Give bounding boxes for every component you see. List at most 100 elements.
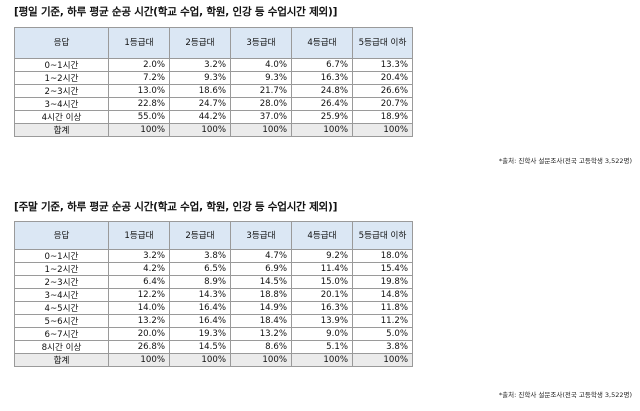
row-label: 4~5시간 <box>14 301 109 315</box>
row-value: 8.9% <box>169 275 231 289</box>
row-label: 5~6시간 <box>14 314 109 328</box>
row-value: 13.2% <box>108 314 170 328</box>
row-value: 18.8% <box>230 288 292 302</box>
row-value: 14.0% <box>108 301 170 315</box>
row-value: 6.4% <box>108 275 170 289</box>
row-value: 9.3% <box>169 71 231 85</box>
row-value: 4.7% <box>230 249 292 263</box>
table-row: 1~2시간 7.2% 9.3% 9.3% 16.3% 20.4% <box>14 71 413 85</box>
row-value: 19.3% <box>169 327 231 341</box>
total-value: 100% <box>352 123 413 137</box>
header-grade-3: 3등급대 <box>230 221 292 250</box>
table-row: 2~3시간 13.0% 18.6% 21.7% 24.8% 26.6% <box>14 84 413 98</box>
table-row: 0~1시간 3.2% 3.8% 4.7% 9.2% 18.0% <box>14 249 413 263</box>
row-value: 18.0% <box>352 249 413 263</box>
header-response: 응답 <box>14 221 109 250</box>
header-grade-4: 4등급대 <box>291 27 353 59</box>
row-value: 55.0% <box>108 110 170 124</box>
row-value: 7.2% <box>108 71 170 85</box>
table-header-row: 응답 1등급대 2등급대 3등급대 4등급대 5등급대 이하 <box>14 27 413 59</box>
header-grade-5-below: 5등급대 이하 <box>352 221 413 250</box>
row-value: 37.0% <box>230 110 292 124</box>
weekday-table-title: [평일 기준, 하루 평균 순공 시간(학교 수업, 학원, 인강 등 수업시간… <box>14 6 338 18</box>
total-row: 합계 100% 100% 100% 100% 100% <box>14 353 413 367</box>
table-row: 4시간 이상 55.0% 44.2% 37.0% 25.9% 18.9% <box>14 110 413 124</box>
row-value: 3.8% <box>169 249 231 263</box>
total-value: 100% <box>291 353 353 367</box>
row-value: 16.4% <box>169 314 231 328</box>
row-value: 26.6% <box>352 84 413 98</box>
row-value: 44.2% <box>169 110 231 124</box>
row-value: 6.5% <box>169 262 231 276</box>
row-value: 16.4% <box>169 301 231 315</box>
table-row: 3~4시간 22.8% 24.7% 28.0% 26.4% 20.7% <box>14 97 413 111</box>
header-grade-1: 1등급대 <box>108 221 170 250</box>
row-label: 3~4시간 <box>14 288 109 302</box>
weekend-source-note: *출처: 진학사 설문조사(전국 고등학생 3,522명) <box>498 391 632 399</box>
row-value: 11.2% <box>352 314 413 328</box>
row-value: 4.0% <box>230 58 292 72</box>
row-value: 16.3% <box>291 301 353 315</box>
row-value: 18.4% <box>230 314 292 328</box>
row-value: 5.0% <box>352 327 413 341</box>
row-label: 4시간 이상 <box>14 110 109 124</box>
row-label: 8시간 이상 <box>14 340 109 354</box>
total-value: 100% <box>230 353 292 367</box>
row-value: 6.7% <box>291 58 353 72</box>
row-value: 13.0% <box>108 84 170 98</box>
row-value: 11.8% <box>352 301 413 315</box>
row-value: 19.8% <box>352 275 413 289</box>
table-row: 4~5시간 14.0% 16.4% 14.9% 16.3% 11.8% <box>14 301 413 315</box>
header-grade-5-below: 5등급대 이하 <box>352 27 413 59</box>
row-value: 14.3% <box>169 288 231 302</box>
row-value: 20.1% <box>291 288 353 302</box>
table-row: 6~7시간 20.0% 19.3% 13.2% 9.0% 5.0% <box>14 327 413 341</box>
total-label: 합계 <box>14 123 109 137</box>
header-grade-1: 1등급대 <box>108 27 170 59</box>
row-value: 9.2% <box>291 249 353 263</box>
row-value: 8.6% <box>230 340 292 354</box>
row-value: 2.0% <box>108 58 170 72</box>
row-value: 22.8% <box>108 97 170 111</box>
weekend-table-title: [주말 기준, 하루 평균 순공 시간(학교 수업, 학원, 인강 등 수업시간… <box>14 201 338 213</box>
total-label: 합계 <box>14 353 109 367</box>
row-value: 26.4% <box>291 97 353 111</box>
row-label: 0~1시간 <box>14 58 109 72</box>
row-value: 3.2% <box>169 58 231 72</box>
table-header-row: 응답 1등급대 2등급대 3등급대 4등급대 5등급대 이하 <box>14 221 413 250</box>
row-value: 15.4% <box>352 262 413 276</box>
table-row: 0~1시간 2.0% 3.2% 4.0% 6.7% 13.3% <box>14 58 413 72</box>
header-grade-4: 4등급대 <box>291 221 353 250</box>
weekend-study-time-table: 응답 1등급대 2등급대 3등급대 4등급대 5등급대 이하 0~1시간 3.2%… <box>14 221 413 367</box>
row-value: 15.0% <box>291 275 353 289</box>
row-value: 21.7% <box>230 84 292 98</box>
table-row: 2~3시간 6.4% 8.9% 14.5% 15.0% 19.8% <box>14 275 413 289</box>
table-row: 8시간 이상 26.8% 14.5% 8.6% 5.1% 3.8% <box>14 340 413 354</box>
row-value: 14.5% <box>169 340 231 354</box>
total-value: 100% <box>108 353 170 367</box>
row-value: 18.9% <box>352 110 413 124</box>
row-value: 5.1% <box>291 340 353 354</box>
row-value: 9.0% <box>291 327 353 341</box>
row-value: 3.2% <box>108 249 170 263</box>
header-grade-2: 2등급대 <box>169 27 231 59</box>
row-value: 20.0% <box>108 327 170 341</box>
weekday-study-time-table: 응답 1등급대 2등급대 3등급대 4등급대 5등급대 이하 0~1시간 2.0%… <box>14 27 413 137</box>
row-value: 9.3% <box>230 71 292 85</box>
row-value: 12.2% <box>108 288 170 302</box>
row-value: 14.5% <box>230 275 292 289</box>
row-value: 24.8% <box>291 84 353 98</box>
total-value: 100% <box>108 123 170 137</box>
row-value: 14.8% <box>352 288 413 302</box>
row-label: 3~4시간 <box>14 97 109 111</box>
row-value: 13.3% <box>352 58 413 72</box>
row-value: 14.9% <box>230 301 292 315</box>
row-label: 2~3시간 <box>14 275 109 289</box>
row-value: 6.9% <box>230 262 292 276</box>
row-value: 13.2% <box>230 327 292 341</box>
table-row: 1~2시간 4.2% 6.5% 6.9% 11.4% 15.4% <box>14 262 413 276</box>
row-value: 25.9% <box>291 110 353 124</box>
header-grade-3: 3등급대 <box>230 27 292 59</box>
total-value: 100% <box>230 123 292 137</box>
row-value: 26.8% <box>108 340 170 354</box>
